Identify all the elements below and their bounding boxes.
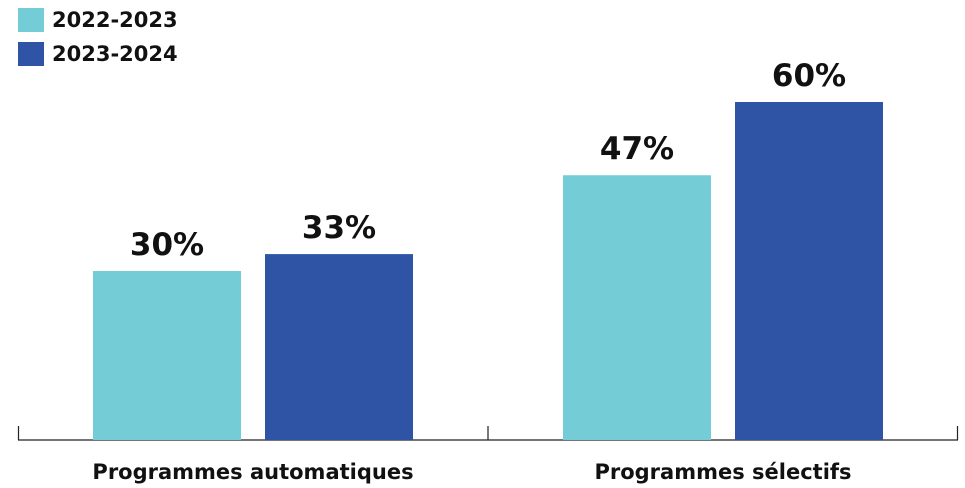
legend-swatch <box>18 8 44 32</box>
value-label: 33% <box>302 210 376 246</box>
bar <box>265 254 413 440</box>
value-label: 30% <box>130 227 204 263</box>
legend-label: 2023-2024 <box>52 42 178 66</box>
value-label: 60% <box>772 58 846 94</box>
bar <box>93 271 241 440</box>
value-label: 47% <box>600 131 674 167</box>
legend-swatch <box>18 42 44 66</box>
bar <box>563 175 711 440</box>
legend-label: 2022-2023 <box>52 8 178 32</box>
category-label: Programmes automatiques <box>92 460 413 484</box>
category-label: Programmes sélectifs <box>594 460 851 484</box>
bar <box>735 102 883 440</box>
